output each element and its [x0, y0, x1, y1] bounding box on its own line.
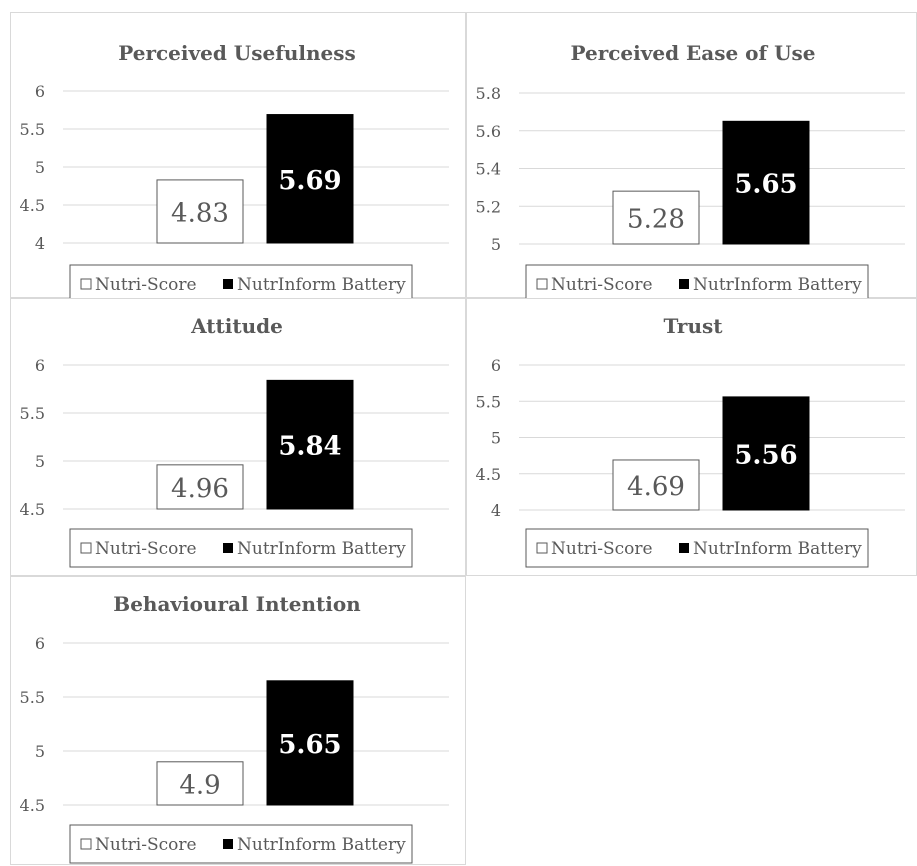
chart-svg: Perceived Usefulness 4 4.5 5 5.5 6 4.83 5.69 Nut… — [20, 41, 449, 299]
y-tick-label: 5.5 — [20, 688, 45, 707]
y-tick-label: 5 — [35, 742, 45, 761]
data-label: 5.65 — [278, 730, 341, 760]
legend: Nutri-Score NutrInform Battery — [69, 824, 413, 864]
chart-panel: Perceived Ease of Use 5 5.2 5.4 5.6 5.8 5.28 5.… — [466, 12, 917, 299]
chart-svg: Behavioural Intention 4.5 5 5.5 6 4.9 5.65 Nutr… — [20, 592, 449, 864]
chart-title: Behavioural Intention — [113, 592, 361, 616]
legend-frame — [69, 528, 413, 568]
data-label: 4.96 — [171, 474, 229, 504]
legend-frame — [69, 264, 413, 299]
legend-label-nutrinform-battery: NutrInform Battery — [237, 835, 406, 855]
bar-nutri-score — [156, 464, 244, 510]
legend-label-nutri-score: Nutri-Score — [95, 539, 197, 559]
y-tick-label: 4 — [35, 234, 45, 253]
legend: Nutri-Score NutrInform Battery — [525, 528, 869, 568]
data-label: 4.83 — [171, 198, 229, 228]
y-tick-label: 6 — [35, 82, 45, 101]
data-label: 4.69 — [627, 472, 685, 502]
chart-title: Perceived Ease of Use — [570, 41, 815, 65]
legend-label-nutri-score: Nutri-Score — [95, 835, 197, 855]
legend-swatch-nutrinform-battery — [223, 543, 233, 553]
legend-swatch-nutrinform-battery — [679, 543, 689, 553]
chart-panel: Perceived Usefulness 4 4.5 5 5.5 6 4.83 5.69 Nut… — [10, 12, 466, 299]
bar-nutrinform-battery — [722, 396, 810, 511]
legend-label-nutrinform-battery: NutrInform Battery — [237, 275, 406, 295]
bar-nutri-score — [156, 179, 244, 244]
chart-panel: Attitude 4.5 5 5.5 6 4.96 5.84 Nutri-Score NutrI… — [10, 298, 466, 576]
chart-panel: Trust 4 4.5 5 5.5 6 4.69 5.56 Nutri-Score NutrInf… — [466, 298, 917, 576]
bar-nutrinform-battery — [266, 114, 354, 244]
legend: Nutri-Score NutrInform Battery — [69, 264, 413, 299]
legend-swatch-nutri-score — [80, 278, 92, 290]
y-tick-label: 5 — [35, 158, 45, 177]
bar-nutrinform-battery — [266, 680, 354, 806]
y-tick-label: 5.5 — [476, 392, 501, 411]
data-label: 5.69 — [278, 166, 341, 196]
legend-swatch-nutri-score — [80, 838, 92, 850]
legend-label-nutri-score: Nutri-Score — [551, 275, 653, 295]
data-label: 4.9 — [179, 770, 220, 800]
legend-label-nutrinform-battery: NutrInform Battery — [693, 275, 862, 295]
legend-label-nutri-score: Nutri-Score — [95, 275, 197, 295]
y-tick-label: 5.6 — [476, 122, 501, 141]
chart-title: Attitude — [190, 314, 283, 338]
y-tick-label: 5.8 — [476, 84, 501, 103]
legend-swatch-nutrinform-battery — [223, 839, 233, 849]
data-label: 5.56 — [734, 440, 797, 470]
chart-title: Trust — [663, 314, 723, 338]
legend-label-nutrinform-battery: NutrInform Battery — [237, 539, 406, 559]
y-tick-label: 6 — [491, 356, 501, 375]
legend-frame — [525, 264, 869, 299]
legend-swatch-nutri-score — [536, 278, 548, 290]
legend-swatch-nutrinform-battery — [223, 279, 233, 289]
y-tick-label: 5.5 — [20, 120, 45, 139]
chart-panel: Behavioural Intention 4.5 5 5.5 6 4.9 5.65 Nutr… — [10, 576, 466, 865]
y-tick-label: 4.5 — [20, 500, 45, 519]
data-label: 5.65 — [734, 170, 797, 200]
bar-nutri-score — [156, 761, 244, 806]
y-tick-label: 4.5 — [476, 465, 501, 484]
y-tick-label: 5 — [491, 235, 501, 254]
bar-nutrinform-battery — [266, 379, 354, 510]
chart-title: Perceived Usefulness — [118, 41, 356, 65]
y-tick-label: 5 — [35, 452, 45, 471]
legend-label-nutri-score: Nutri-Score — [551, 539, 653, 559]
data-label: 5.28 — [627, 205, 685, 235]
chart-svg: Perceived Ease of Use 5 5.2 5.4 5.6 5.8 5.28 5.… — [476, 41, 905, 299]
legend-swatch-nutrinform-battery — [679, 279, 689, 289]
chart-svg: Attitude 4.5 5 5.5 6 4.96 5.84 Nutri-Score NutrI… — [20, 314, 449, 568]
legend-label-nutrinform-battery: NutrInform Battery — [693, 539, 862, 559]
bar-nutri-score — [612, 190, 700, 245]
legend-swatch-nutri-score — [536, 542, 548, 554]
y-tick-label: 5 — [491, 429, 501, 448]
y-tick-label: 4.5 — [20, 196, 45, 215]
y-tick-label: 6 — [35, 634, 45, 653]
bar-nutrinform-battery — [722, 120, 810, 245]
y-tick-label: 5.5 — [20, 404, 45, 423]
legend-frame — [69, 824, 413, 864]
y-tick-label: 6 — [35, 356, 45, 375]
data-label: 5.84 — [278, 432, 341, 462]
legend-frame — [525, 528, 869, 568]
legend: Nutri-Score NutrInform Battery — [525, 264, 869, 299]
legend: Nutri-Score NutrInform Battery — [69, 528, 413, 568]
legend-swatch-nutri-score — [80, 542, 92, 554]
y-tick-label: 5.2 — [476, 197, 501, 216]
y-tick-label: 5.4 — [476, 160, 501, 179]
bar-nutri-score — [612, 459, 700, 511]
y-tick-label: 4 — [491, 501, 501, 520]
y-tick-label: 4.5 — [20, 796, 45, 815]
